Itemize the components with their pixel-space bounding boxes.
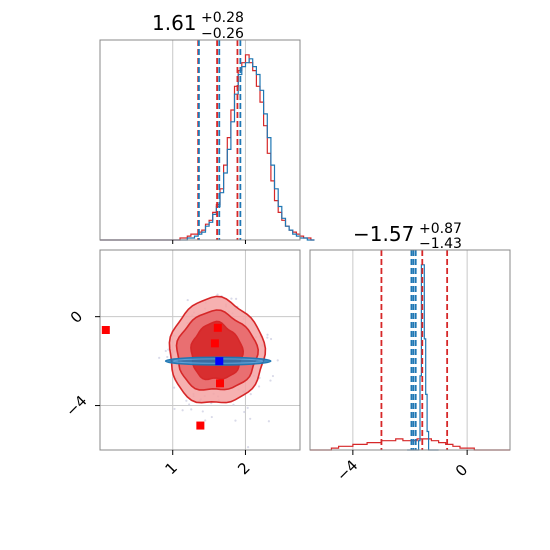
red-marker xyxy=(213,323,222,332)
title-y-minus: −1.43 xyxy=(419,236,462,252)
x-tick-label: 1 xyxy=(161,459,180,478)
sample-point xyxy=(276,359,279,362)
title-x-plus: +0.28 xyxy=(201,10,244,26)
x-tick-label: 2 xyxy=(234,459,253,478)
marginal-y-panel: −4 0 xyxy=(309,249,511,485)
red-marker xyxy=(196,421,205,430)
title-x-minus: −0.26 xyxy=(201,26,244,42)
sample-point xyxy=(181,409,184,412)
histogram-series-1 xyxy=(100,58,315,241)
title-y-plus: +0.87 xyxy=(419,221,462,237)
sample-point xyxy=(269,379,272,382)
sample-point xyxy=(246,406,249,409)
x-tick-label: 0 xyxy=(452,461,471,480)
title-y-median: −1.57 xyxy=(353,222,414,246)
axes-frame xyxy=(309,249,511,451)
sample-point xyxy=(201,410,204,413)
sample-point xyxy=(158,356,161,359)
sample-point xyxy=(230,297,233,300)
sample-point xyxy=(216,293,219,296)
sample-point xyxy=(234,419,237,422)
sample-point xyxy=(235,297,238,300)
sample-point xyxy=(246,446,250,449)
blue-marker xyxy=(215,357,224,366)
sample-point xyxy=(269,337,273,341)
title-y: −1.57 +0.87 −1.43 xyxy=(353,221,462,252)
y-tick-label: 0 xyxy=(67,307,86,326)
joint-panel: 1 2 0 −4 xyxy=(62,249,301,478)
sample-point xyxy=(249,393,252,396)
sample-point xyxy=(266,336,269,339)
y-tick-label: −4 xyxy=(62,392,90,420)
sample-point xyxy=(267,420,270,423)
sample-point xyxy=(173,407,176,411)
sample-point xyxy=(190,408,193,411)
sample-point xyxy=(232,403,235,406)
sample-point xyxy=(186,298,189,302)
sample-point xyxy=(210,415,213,419)
sample-point xyxy=(188,403,191,406)
sample-point xyxy=(185,399,188,402)
x-tick-label: −4 xyxy=(333,456,361,484)
sample-point xyxy=(271,374,275,378)
sample-point xyxy=(164,349,167,353)
title-x-median: 1.61 xyxy=(152,11,197,35)
sample-point xyxy=(173,386,176,389)
red-marker xyxy=(216,379,224,388)
axes-frame xyxy=(99,249,301,451)
sample-point xyxy=(249,417,252,420)
histogram-series-0 xyxy=(310,438,510,451)
sample-point xyxy=(243,410,246,414)
red-marker xyxy=(101,326,110,334)
sample-point xyxy=(266,333,269,336)
sample-point xyxy=(204,419,207,422)
sample-point xyxy=(166,355,169,359)
sample-point xyxy=(257,385,261,388)
red-marker xyxy=(210,339,219,348)
title-x: 1.61 +0.28 −0.26 xyxy=(152,10,244,42)
axes-frame xyxy=(99,39,301,241)
sample-point xyxy=(167,348,170,351)
marginal-x-panel xyxy=(99,39,315,244)
